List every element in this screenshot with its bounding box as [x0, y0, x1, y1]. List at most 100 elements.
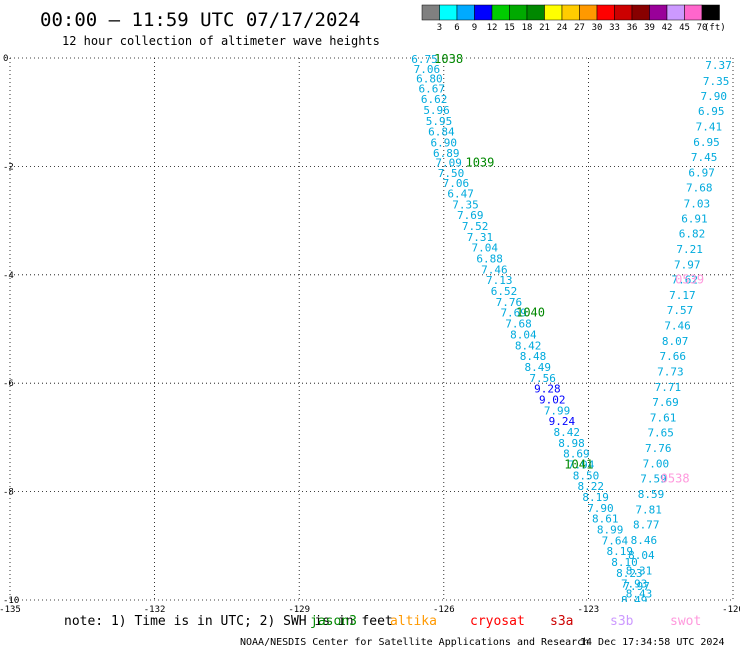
wave-height-label: 7.09 — [435, 157, 462, 170]
color-swatch — [666, 4, 685, 21]
wave-height-label: 5.95 — [426, 115, 453, 128]
color-swatch — [474, 4, 493, 21]
color-scale-tick: 18 — [522, 23, 533, 33]
wave-height-label: 8.19 — [606, 545, 633, 558]
wave-height-label: 6.80 — [416, 73, 443, 86]
color-swatch — [614, 4, 633, 21]
y-tick-label: -2 — [3, 162, 14, 172]
color-swatch — [491, 4, 510, 21]
color-scale-tick: 6 — [454, 23, 459, 33]
wave-height-label: 9.02 — [539, 393, 566, 406]
wave-height-label: 8.22 — [578, 480, 605, 493]
color-swatch — [526, 4, 545, 21]
wave-height-label: 8.99 — [597, 524, 624, 537]
wave-height-label: 6.62 — [421, 93, 448, 106]
pass-time-label: 0539 — [675, 273, 704, 287]
wave-height-label: 7.06 — [414, 63, 441, 76]
wave-height-label: 8.48 — [520, 350, 547, 363]
color-scale-tick: 24 — [557, 23, 568, 33]
wave-height-label: 8.19 — [582, 491, 609, 504]
wave-height-label: 7.46 — [664, 320, 691, 333]
wave-height-label: 7.59 — [640, 473, 667, 486]
mission-label-jason3: jason3 — [310, 614, 357, 629]
wave-height-label: 6.67 — [419, 82, 446, 95]
wave-height-label: 6.95 — [698, 105, 725, 118]
x-tick-label: -123 — [578, 605, 600, 615]
wave-height-label: 8.77 — [633, 519, 660, 532]
color-scale-tick: 9 — [472, 23, 477, 33]
wave-height-label: 7.62 — [672, 274, 699, 287]
wave-height-label: 7.17 — [669, 289, 696, 302]
wave-height-label: 6.84 — [428, 126, 455, 139]
color-swatch — [509, 4, 528, 21]
wave-height-label: 9.28 — [534, 383, 561, 396]
wave-height-label: 6.95 — [693, 136, 720, 149]
wave-height-label: 6.75 — [411, 53, 438, 66]
mission-label-altika: altika — [390, 614, 437, 629]
wave-height-label: 7.00 — [643, 457, 670, 470]
wave-height-label: 7.97 — [674, 259, 701, 272]
color-scale-tick: 3 — [437, 23, 442, 33]
mission-label-s3b: s3b — [610, 614, 634, 629]
wave-height-label: 7.69 — [652, 396, 679, 409]
pass-time-label: 1038 — [434, 52, 463, 66]
color-scale-tick: 36 — [627, 23, 638, 33]
wave-height-label: 8.10 — [611, 556, 638, 569]
wave-height-label: 6.47 — [447, 188, 474, 201]
mission-label-swot: swot — [670, 614, 701, 629]
wave-height-label: 8.59 — [638, 488, 665, 501]
wave-height-label: 8.43 — [626, 587, 653, 600]
color-swatch — [701, 4, 720, 21]
wave-height-label: 7.97 — [623, 580, 650, 593]
wave-height-label: 8.69 — [563, 448, 590, 461]
wave-height-label: 7.90 — [587, 502, 614, 515]
wave-height-label: 8.49 — [621, 594, 648, 607]
plot-area: -135 -132 -129 -126 -123 -120 0 -2 -4 -6 -8 -10 6.75… — [0, 52, 740, 615]
wave-height-label: 6.89 — [433, 147, 460, 160]
wave-height-label: 8.42 — [515, 339, 542, 352]
color-scale-tick: 70 — [697, 23, 708, 33]
color-swatch — [439, 4, 458, 21]
color-swatch — [684, 4, 703, 21]
x-tick-label: -132 — [144, 605, 166, 615]
wave-height-label: 7.46 — [481, 263, 508, 276]
wave-height-label: 8.98 — [558, 437, 585, 450]
wave-height-label: 7.68 — [505, 318, 532, 331]
wave-height-label: 7.66 — [660, 350, 687, 363]
wave-height-label: 7.65 — [647, 427, 674, 440]
color-scale-tick: 27 — [574, 23, 585, 33]
color-swatch — [596, 4, 615, 21]
color-swatch — [631, 4, 650, 21]
wave-height-label: 7.69 — [457, 209, 484, 222]
wave-height-label: 8.50 — [573, 469, 600, 482]
wave-height-label: 7.35 — [703, 75, 730, 88]
color-swatch — [544, 4, 563, 21]
wave-height-label: 8.61 — [592, 513, 619, 526]
wave-height-label: 8.46 — [631, 534, 658, 547]
wave-height-label: 7.61 — [650, 411, 677, 424]
page-subtitle: 12 hour collection of altimeter wave hei… — [62, 34, 380, 48]
wave-height-label: 7.45 — [691, 151, 718, 164]
page-title: 00:00 — 11:59 UTC 07/17/2024 — [40, 9, 360, 31]
wave-height-label: 7.56 — [529, 372, 556, 385]
y-tick-label: -6 — [3, 379, 14, 389]
color-swatch — [561, 4, 580, 21]
wave-height-label: 6.88 — [476, 253, 503, 266]
color-scale-tick: 15 — [504, 23, 515, 33]
wave-height-label: 7.04 — [472, 242, 499, 255]
pass-time-label: 1039 — [465, 156, 494, 170]
wave-height-label: 8.31 — [626, 565, 653, 578]
x-tick-label: -126 — [433, 605, 455, 615]
wave-height-label: 7.35 — [452, 198, 479, 211]
wave-height-label: 8.23 — [616, 567, 643, 580]
wave-height-label: 8.04 — [510, 328, 537, 341]
wave-height-label: 6.90 — [431, 137, 458, 150]
wave-height-label: 7.41 — [696, 120, 723, 133]
wave-height-label: 7.64 — [602, 534, 629, 547]
color-scale-tick: 42 — [662, 23, 673, 33]
mission-label-s3a: s3a — [550, 614, 573, 629]
color-scale-legend: 3 6 9 12 15 18 21 24 27 30 33 36 39 42 45 70(ft) — [421, 4, 726, 33]
wave-height-label: 7.03 — [684, 197, 711, 210]
wave-height-label: 7.93 — [621, 578, 648, 591]
wave-height-label: 7.73 — [657, 365, 684, 378]
